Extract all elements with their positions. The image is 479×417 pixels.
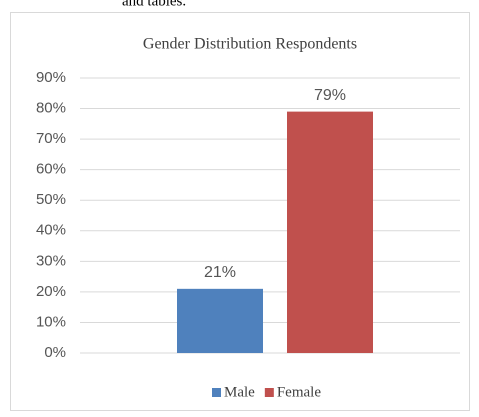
- y-tick-label: 90%: [36, 69, 66, 86]
- data-label: 21%: [204, 264, 236, 281]
- y-tick-label: 40%: [36, 222, 66, 239]
- caption-fragment: and tables.: [122, 0, 186, 9]
- bar: [287, 111, 373, 353]
- y-tick-label: 10%: [36, 313, 66, 330]
- y-tick-label: 60%: [36, 161, 66, 178]
- y-tick-label: 50%: [36, 191, 66, 208]
- legend-swatch: [212, 388, 221, 397]
- y-tick-label: 80%: [36, 100, 66, 117]
- y-tick-label: 20%: [36, 283, 66, 300]
- y-tick-label: 70%: [36, 130, 66, 147]
- y-tick-label: 0%: [44, 344, 66, 361]
- chart-title: Gender Distribution Respondents: [143, 36, 357, 53]
- y-tick-label: 30%: [36, 252, 66, 269]
- legend-label: Male: [224, 384, 255, 400]
- legend-swatch: [264, 388, 274, 397]
- bar: [177, 288, 263, 353]
- data-label: 79%: [314, 87, 346, 104]
- legend-label: Female: [277, 384, 321, 400]
